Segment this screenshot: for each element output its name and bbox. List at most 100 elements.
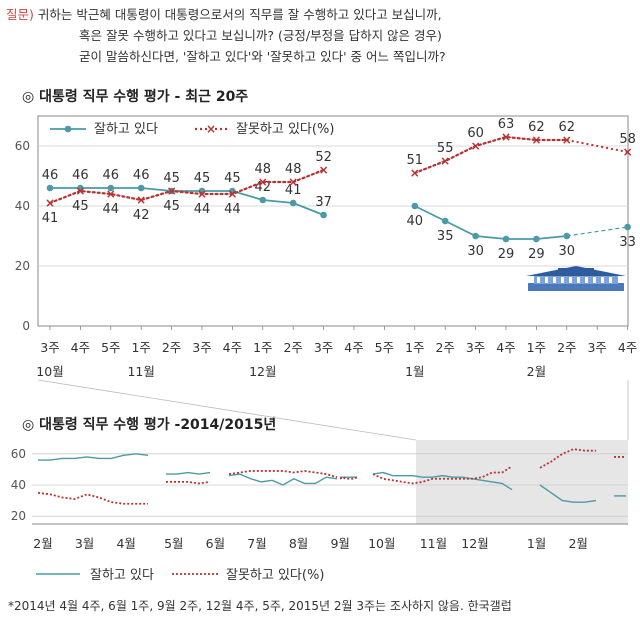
chart1-legend-negative-marker: × [206, 122, 216, 136]
chart1-x-tick-label: 3주 [40, 340, 59, 355]
chart1-x-tick-label: 5주 [101, 340, 120, 355]
chart1-x-tick-label: 3주 [314, 340, 333, 355]
chart1-x-tick-label: 2주 [557, 340, 576, 355]
chart1-negative-value-label: 44 [103, 202, 120, 217]
chart2-month-label: 6월 [206, 536, 225, 551]
chart1-negative-value-label: 44 [224, 202, 241, 217]
chart1-negative-point: × [197, 187, 207, 201]
chart1-negative-value-label: 44 [194, 202, 211, 217]
chart1-negative-point: × [319, 163, 329, 177]
chart1-month-label: 10월 [36, 364, 63, 379]
chart1-negative-point: × [531, 133, 541, 147]
chart1-positive-gap-line [566, 226, 628, 237]
chart1-negative-value-label: 41 [42, 211, 59, 226]
chart1-positive-value-label: 30 [559, 244, 576, 259]
chart1-legend-negative-label: 잘못하고 있다(%) [236, 122, 334, 137]
blue-house-column [601, 277, 604, 283]
chart1-positive-point [107, 184, 115, 192]
chart1-negative-point: × [167, 184, 177, 198]
blue-house-column [585, 277, 588, 283]
blue-house-column [561, 277, 564, 283]
chart1-negative-value-label: 52 [315, 150, 332, 165]
chart1-y-tick-label: 20 [15, 259, 30, 273]
chart1-month-label: 11월 [127, 364, 154, 379]
chart1-negative-point: × [471, 139, 481, 153]
chart1-negative-line [48, 168, 325, 205]
chart1-negative-value-label: 60 [467, 126, 484, 141]
blue-house-column [553, 277, 556, 283]
chart1-positive-point [624, 223, 631, 231]
chart1-negative-point: × [227, 187, 237, 201]
chart1-positive-point [502, 235, 510, 243]
chart2-month-label: 7월 [247, 536, 266, 551]
chart1-positive-value-label: 35 [437, 229, 454, 244]
chart1-negative-point: × [288, 175, 298, 189]
chart2-positive-line [166, 471, 211, 475]
chart1-negative-point: × [106, 187, 116, 201]
blue-house-column [569, 277, 572, 283]
chart2-negative-line [339, 476, 358, 480]
chart1-positive-point [289, 199, 297, 207]
chart2-negative-line [539, 448, 596, 469]
blue-house-column [537, 277, 540, 283]
chart1-negative-value-label: 62 [528, 120, 545, 135]
chart1-legend-positive-marker [64, 125, 72, 133]
chart1-x-tick-label: 1주 [253, 340, 272, 355]
chart2-month-label: 4월 [116, 536, 135, 551]
chart1-positive-value-label: 46 [103, 168, 120, 183]
chart1-y-tick-label: 40 [15, 199, 30, 213]
chart1-month-label: 2월 [527, 364, 546, 379]
chart1-x-tick-label: 2주 [283, 340, 302, 355]
chart1-positive-point [198, 187, 206, 195]
zoom-connector-left [37, 379, 417, 441]
chart1-negative-point: × [440, 154, 450, 168]
chart1-negative-point: × [75, 184, 85, 198]
chart2-month-label: 5월 [164, 536, 183, 551]
question-line-1: 귀하는 박근혜 대통령이 대통령으로서의 직무를 잘 수행하고 있다고 보십니까… [37, 7, 442, 22]
chart1-positive-value-label: 33 [619, 235, 636, 250]
chart2-positive-line [372, 471, 513, 491]
chart1-negative-value-label: 42 [133, 208, 150, 223]
chart1-x-tick-label: 1주 [131, 340, 150, 355]
chart1-positive-line [413, 205, 568, 240]
chart2-negative-line [37, 491, 148, 505]
chart1-positive-value-label: 30 [467, 244, 484, 259]
chart1-x-tick-label: 5주 [375, 340, 394, 355]
blue-house-icon [526, 266, 626, 291]
question-line-3: 굳이 말씀하신다면, '잘하고 있다'와 '잘못하고 있다' 중 어느 쪽입니까… [79, 49, 446, 64]
chart1-x-tick-label: 4주 [618, 340, 637, 355]
chart1-positive-value-label: 41 [285, 183, 302, 198]
chart1-positive-point [259, 196, 267, 204]
chart1-positive-point [320, 211, 327, 219]
chart2-legend-negative-label: 잘못하고 있다(%) [226, 568, 324, 583]
blue-house-wall [534, 275, 618, 284]
chart1-positive-value-label: 40 [407, 214, 424, 229]
chart1-negative-value-label: 45 [72, 199, 89, 214]
chart1-month-label: 12월 [249, 364, 276, 379]
chart1-x-tick-label: 4주 [344, 340, 363, 355]
chart1-x-tick-label: 4주 [71, 340, 90, 355]
chart1-positive-value-label: 46 [42, 168, 59, 183]
question-line-2: 혹은 잘못 수행하고 있다고 보십니까? (긍정/부정을 답하지 않은 경우) [79, 28, 442, 43]
blue-house-column [545, 277, 548, 283]
chart2-month-label: 10월 [368, 536, 395, 551]
chart2-month-label: 1월 [527, 536, 546, 551]
chart2-y-tick-label: 60 [11, 447, 26, 461]
blue-house-column [609, 277, 612, 283]
chart2-month-label: 12월 [461, 536, 488, 551]
chart2-month-label: 2월 [33, 536, 52, 551]
chart2-highlight-region [416, 440, 628, 524]
chart2-legend-positive-label: 잘하고 있다 [90, 568, 154, 583]
chart1-negative-point: × [258, 175, 268, 189]
chart1-x-tick-label: 1주 [527, 340, 546, 355]
chart2-title: ◎ 대통령 직무 수행 평가 -2014/2015년 [22, 417, 277, 433]
chart2-negative-line [372, 465, 513, 485]
chart1-frame [37, 115, 629, 327]
chart2-positive-line [539, 484, 597, 503]
blue-house-column [593, 277, 596, 283]
question-label: 질문) [6, 7, 34, 22]
chart1-positive-value-label: 29 [528, 247, 545, 262]
chart1-negative-point: × [623, 145, 633, 159]
chart1-negative-value-label: 48 [255, 162, 272, 177]
